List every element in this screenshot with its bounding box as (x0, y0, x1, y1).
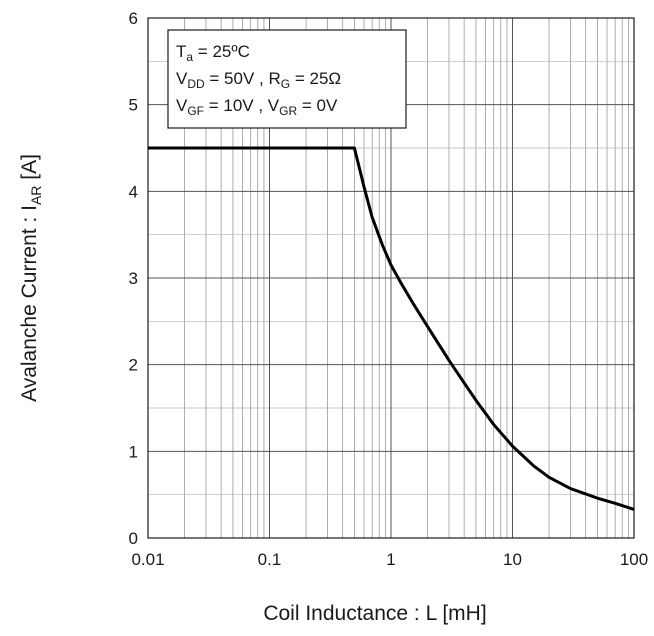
x-tick-label: 10 (503, 550, 522, 569)
annotation-line: VGF = 10V , VGR = 0V (176, 96, 338, 118)
x-tick-labels: 0.01 0.1 1 10 100 (131, 550, 648, 569)
annotation-subscript: a (186, 50, 193, 64)
y-tick-labels: 0 1 2 3 4 5 6 (129, 9, 138, 548)
y-tick-label: 0 (129, 529, 138, 548)
x-tick-label: 1 (386, 550, 395, 569)
series-line (148, 146, 635, 511)
y-axis-label-sub: AR (28, 186, 44, 205)
annotation-line: VDD = 50V , RG = 25Ω (176, 69, 341, 91)
y-tick-label: 4 (129, 182, 138, 201)
x-tick-label: 0.1 (258, 550, 282, 569)
annotation-text: V (176, 69, 188, 88)
annotation-text: = 0V (297, 96, 338, 115)
plot-frame (147, 17, 635, 539)
y-tick-label: 3 (129, 269, 138, 288)
annotation-text: T (176, 42, 186, 61)
annotation-subscript: DD (187, 77, 205, 91)
annotation-text: = 50V , R (205, 69, 281, 88)
y-tick-label: 2 (129, 356, 138, 375)
annotation-text: = 25ºC (193, 42, 250, 61)
x-tick-label: 0.01 (131, 550, 164, 569)
y-axis-label-suffix: [A] (18, 154, 41, 186)
y-tick-label: 5 (129, 96, 138, 115)
annotation-subscript: GR (279, 104, 297, 118)
y-tick-label: 6 (129, 9, 138, 28)
annotation-subscript: GF (187, 104, 204, 118)
x-tick-label: 100 (620, 550, 648, 569)
y-axis-label: Avalanche Current : IAR [A] (18, 154, 44, 402)
annotation-box (167, 29, 407, 129)
annotation-text: = 25Ω (290, 69, 341, 88)
annotation-text: = 10V , V (204, 96, 280, 115)
x-axis-label: Coil Inductance : L [mH] (263, 602, 486, 625)
y-tick-label: 1 (129, 442, 138, 461)
y-axis-label-prefix: Avalanche Current : I (18, 205, 41, 402)
annotation-subscript: G (281, 77, 290, 91)
annotation-text: V (176, 96, 188, 115)
annotation-line: Ta = 25ºC (176, 42, 250, 64)
series-group (148, 146, 635, 511)
